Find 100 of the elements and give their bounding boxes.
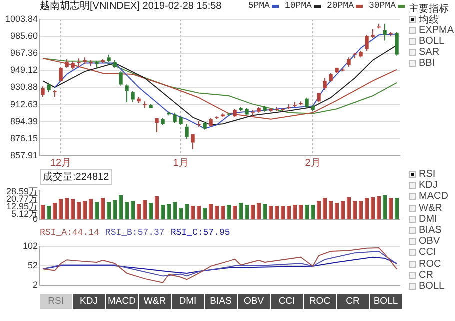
bar: [376, 196, 382, 220]
legend-label: 5PMA: [248, 1, 270, 11]
y-tick-label: 930.88: [10, 82, 38, 92]
bar: [106, 202, 112, 220]
bar: [118, 195, 124, 220]
candlestick: [335, 68, 339, 74]
candlestick: [83, 57, 87, 65]
y-tick-label: 985.60: [10, 30, 38, 41]
bar: [238, 203, 244, 220]
bar: [304, 205, 310, 220]
candlestick: [113, 60, 117, 68]
bar: [70, 199, 76, 220]
chart-title: 越南胡志明[VNINDEX] 2019-02-28 15:58: [40, 0, 222, 13]
text: OBV: [238, 294, 270, 309]
bar: [364, 198, 370, 220]
candlestick: [305, 97, 309, 109]
candlestick: [359, 50, 363, 58]
bar: [94, 202, 100, 220]
x-tick-label: 12月: [50, 158, 72, 169]
candlestick: [311, 104, 315, 112]
text: RSI_B:57.37: [105, 228, 165, 238]
candlestick: [245, 108, 249, 116]
bar: [64, 198, 70, 220]
candlestick: [179, 116, 183, 126]
bar: [52, 203, 58, 220]
candlestick: [149, 104, 153, 108]
candlestick: [299, 101, 303, 106]
candlestick: [41, 86, 45, 98]
text: BOLL: [370, 294, 402, 309]
y-tick-label: 894.39: [10, 116, 38, 126]
candlestick: [89, 60, 93, 67]
y-tick-label: 12.95万: [6, 201, 38, 212]
bar: [280, 206, 286, 220]
text: DMI: [419, 214, 438, 225]
bar: [352, 201, 358, 220]
legend-label: 10PMA: [284, 1, 312, 11]
candlestick: [269, 108, 273, 112]
text: EXPMA: [419, 25, 454, 36]
bar: [310, 205, 316, 220]
bar: [346, 197, 352, 220]
text: KDJ: [419, 180, 438, 192]
bar: [268, 206, 274, 220]
candlestick: [173, 112, 177, 124]
candlestick: [353, 52, 357, 60]
bar: [322, 198, 328, 220]
y-tick-label: 857.91: [10, 150, 38, 160]
bar: [124, 202, 130, 220]
text: ROC: [419, 258, 442, 270]
candlestick: [323, 78, 327, 91]
bar: [256, 203, 262, 220]
y-tick-label: 912.63: [10, 99, 38, 110]
candlestick: [191, 134, 195, 150]
candlestick: [251, 110, 255, 118]
bar: [160, 205, 166, 220]
text: CR: [337, 294, 369, 309]
bar: [88, 199, 94, 220]
chart-title: 成交量:224812: [40, 169, 112, 185]
candlestick: [275, 106, 279, 112]
text: DMI: [172, 294, 204, 309]
text: BIAS: [205, 294, 237, 309]
bar: [250, 205, 256, 220]
bar: [274, 206, 280, 220]
y-tick-label: 28.59万: [6, 186, 38, 196]
candlestick: [125, 84, 129, 104]
bar: [394, 198, 400, 220]
bar: [172, 202, 178, 220]
candlestick: [143, 101, 147, 109]
text: KDJ: [73, 294, 105, 309]
text: RSI: [419, 169, 436, 180]
candlestick: [71, 60, 75, 70]
bar: [190, 206, 196, 220]
y-tick-label: 52: [28, 260, 38, 270]
bar: [76, 202, 82, 220]
text: OBV: [419, 236, 440, 248]
bar: [40, 205, 46, 220]
candlestick: [185, 124, 189, 140]
candlestick: [347, 57, 351, 68]
text: 主要指标: [409, 2, 450, 15]
bar: [226, 205, 232, 220]
x-tick-label: 2月: [305, 158, 321, 169]
text: MACD: [106, 294, 138, 309]
bar: [196, 206, 202, 220]
y-tick-label: 949.12: [10, 65, 38, 76]
bar: [316, 201, 322, 220]
bar: [130, 201, 136, 220]
legend-label: 30PMA: [368, 1, 396, 11]
text: CCI: [419, 247, 436, 258]
candlestick: [377, 23, 381, 30]
candlestick: [59, 66, 63, 82]
text: SAR: [419, 47, 440, 58]
candlestick: [329, 73, 333, 82]
candlestick: [47, 82, 51, 93]
candlestick: [395, 32, 399, 56]
bar: [112, 200, 118, 220]
bar: [148, 203, 154, 220]
y-tick-label: 2: [32, 280, 38, 290]
y-tick-label: 967.36: [10, 48, 38, 58]
text: RSI_A:44.14: [40, 228, 100, 238]
bar: [184, 204, 190, 220]
bar: [328, 201, 334, 220]
